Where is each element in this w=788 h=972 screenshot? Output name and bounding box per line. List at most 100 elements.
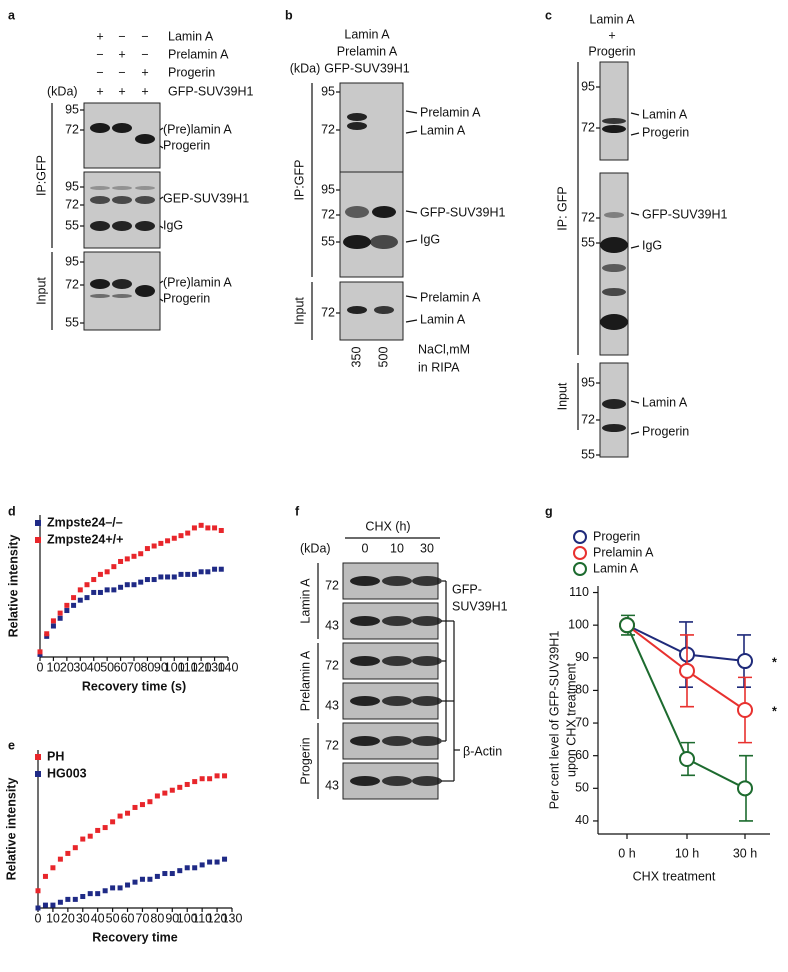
condition: Prelamin A	[168, 47, 229, 61]
point	[151, 543, 157, 549]
legend-label: Lamin A	[593, 561, 639, 575]
point	[162, 871, 168, 877]
point	[191, 571, 197, 577]
y-tick-label: 70	[575, 715, 589, 729]
band-label: Lamin A	[642, 107, 688, 121]
point	[138, 551, 144, 557]
point	[111, 564, 117, 570]
point	[50, 865, 56, 871]
band-pointer	[630, 431, 640, 435]
band-label: GFP-SUV39H1	[420, 205, 505, 219]
band	[347, 306, 367, 314]
panel-letter: f	[295, 504, 300, 518]
y-tick-label: 90	[575, 650, 589, 664]
point	[95, 827, 101, 833]
band	[382, 736, 412, 746]
point	[138, 579, 144, 585]
point	[35, 888, 41, 894]
band	[90, 186, 110, 190]
point	[37, 649, 43, 655]
point	[737, 702, 753, 718]
point	[158, 540, 164, 546]
sign: +	[96, 29, 103, 43]
point	[42, 873, 48, 879]
point	[169, 787, 175, 793]
band	[343, 235, 371, 249]
treatment: CHX (h)	[365, 519, 410, 533]
point	[177, 868, 183, 874]
point	[132, 879, 138, 885]
band	[602, 288, 626, 296]
point	[117, 813, 123, 819]
sign: −	[141, 29, 148, 43]
x-tick-label: 120	[191, 660, 212, 674]
band	[412, 736, 442, 746]
point	[37, 651, 43, 657]
legend-swatch	[35, 754, 41, 760]
kda-marker: 72	[65, 197, 79, 211]
point	[64, 608, 70, 614]
x-tick-label: 50	[100, 660, 114, 674]
kda-marker: 95	[581, 79, 595, 93]
legend-marker	[573, 530, 587, 544]
band	[602, 424, 626, 432]
point	[199, 776, 205, 782]
band	[345, 206, 369, 218]
band	[112, 186, 132, 190]
point	[57, 610, 63, 616]
y-tick-label: 50	[575, 781, 589, 795]
panel-letter: b	[285, 8, 293, 22]
significance: *	[772, 655, 777, 669]
point	[104, 569, 110, 575]
y-tick-label: 100	[568, 617, 589, 631]
x-tick-label: 60	[121, 911, 135, 925]
band-label: GEP-SUV39H1	[163, 191, 249, 205]
x-axis-label: Recovery time (s)	[82, 679, 186, 693]
point	[222, 856, 228, 862]
band	[350, 656, 380, 666]
lane-label: 350	[349, 347, 363, 368]
point	[737, 653, 753, 670]
band	[350, 576, 380, 586]
point	[42, 902, 48, 908]
point	[71, 595, 77, 601]
sign: +	[118, 47, 125, 61]
sign: +	[141, 65, 148, 79]
point	[192, 779, 198, 785]
band-label: Lamin A	[642, 395, 688, 409]
band	[112, 123, 132, 133]
sign: −	[118, 65, 125, 79]
band-pointer	[405, 210, 418, 214]
x-tick-label: 30	[76, 911, 90, 925]
band-label: IgG	[163, 218, 183, 232]
band	[350, 776, 380, 786]
kda-marker: 72	[581, 120, 595, 134]
band	[412, 776, 442, 786]
kda-marker: 43	[325, 618, 339, 632]
point	[57, 615, 63, 621]
band-label: Lamin A	[420, 123, 466, 137]
y-axis-label: upon CHX treatment	[564, 663, 578, 777]
band-pointer	[630, 212, 640, 216]
kda-marker: 43	[325, 698, 339, 712]
band	[90, 279, 110, 289]
panel-letter: d	[8, 504, 16, 518]
point	[72, 896, 78, 902]
point	[71, 602, 77, 608]
point	[65, 896, 71, 902]
condition: GFP-SUV39H1	[168, 84, 253, 98]
y-axis-label: Relative intensity	[4, 778, 18, 881]
y-axis-label: Per cent level of GFP-SUV39H1	[547, 631, 561, 810]
point	[212, 566, 218, 572]
group-label: IP:GFP	[292, 160, 306, 201]
point	[205, 569, 211, 575]
legend-label: Zmpste24–/–	[47, 515, 123, 529]
band	[374, 306, 394, 314]
legend-label: Zmpste24+/+	[47, 532, 123, 546]
x-tick-label: 60	[114, 660, 128, 674]
band	[112, 279, 132, 289]
point	[169, 871, 175, 877]
point	[185, 530, 191, 536]
header: Progerin	[588, 44, 635, 58]
legend-marker	[573, 562, 587, 576]
